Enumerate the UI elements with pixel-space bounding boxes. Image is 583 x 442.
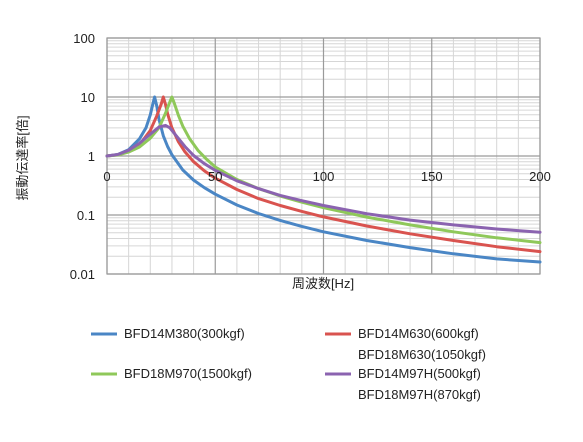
- series-line-4: [105, 123, 542, 234]
- y-tick-label: 1: [88, 149, 95, 164]
- legend: BFD14M380(300kgf) BFD14M630(600kgf) BFD18M…: [91, 326, 486, 402]
- legend-label-2-line2: BFD18M630(1050kgf): [358, 347, 486, 362]
- legend-label-4-line2: BFD18M97H(870kgf): [358, 387, 481, 402]
- y-axis-title: 振動伝達率[倍]: [15, 115, 30, 200]
- y-tick-label: 0.1: [77, 208, 95, 223]
- x-axis-title: 周波数[Hz]: [292, 276, 354, 291]
- x-tick-label: 150: [421, 169, 443, 184]
- legend-label-2: BFD14M630(600kgf): [358, 326, 479, 341]
- x-tick-label: 0: [103, 169, 110, 184]
- legend-label-1: BFD14M380(300kgf): [124, 326, 245, 341]
- series-line-3: [105, 95, 542, 245]
- y-tick-label: 100: [73, 31, 95, 46]
- series-layer: [105, 95, 542, 264]
- ticks-layer: 0 50 100 150 200 100 10 1 0.1 0.01: [70, 31, 551, 282]
- y-tick-label: 10: [81, 90, 95, 105]
- x-tick-label: 200: [529, 169, 551, 184]
- series-line-2: [105, 95, 542, 254]
- legend-label-3: BFD18M970(1500kgf): [124, 366, 252, 381]
- y-tick-label: 0.01: [70, 267, 95, 282]
- x-tick-label: 100: [313, 169, 335, 184]
- legend-label-4: BFD14M97H(500kgf): [358, 366, 481, 381]
- x-tick-label: 50: [208, 169, 222, 184]
- series-line-1: [105, 95, 542, 264]
